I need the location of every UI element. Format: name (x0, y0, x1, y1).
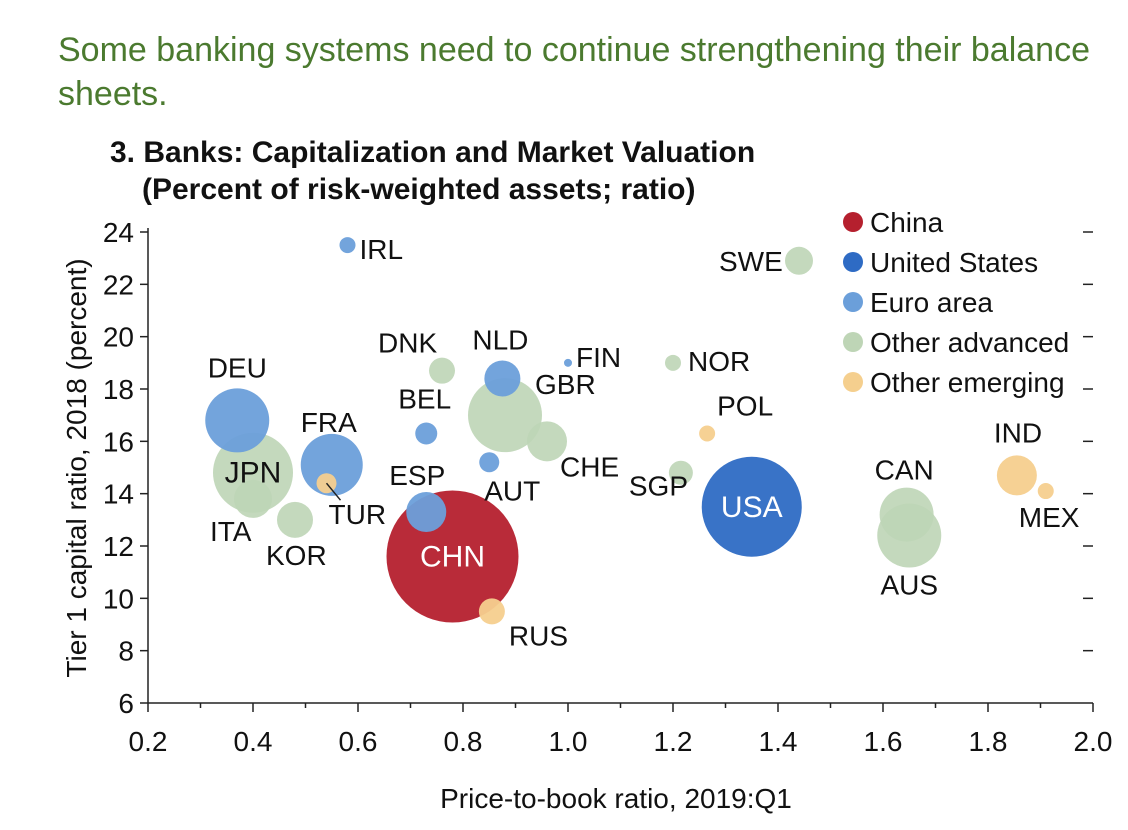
point-label-nor: NOR (688, 346, 750, 377)
point-label-chn: CHN (420, 540, 485, 573)
point-label-che: CHE (560, 451, 619, 482)
legend-label-em: Other emerging (870, 367, 1065, 398)
point-label-pol: POL (717, 390, 773, 421)
y-tick-label: 10 (103, 583, 134, 614)
bubble-deu (205, 388, 270, 453)
point-label-can: CAN (875, 455, 934, 486)
legend-label-china: China (870, 207, 944, 238)
point-labels: CHN USA JPN GBR AUS DEU FRA CAN CHE ESP IND ITA KOR N… (208, 234, 1080, 651)
x-tick-label: 1.6 (864, 726, 903, 757)
point-label-swe: SWE (719, 246, 783, 277)
legend-label-adv: Other advanced (870, 327, 1069, 358)
tur-leader-line (325, 482, 342, 501)
bubble-jpn (213, 432, 293, 513)
y-tick-label: 12 (103, 531, 134, 562)
bubble-sgp (668, 460, 693, 485)
chart-subtitle: (Percent of risk-weighted assets; ratio) (142, 173, 696, 206)
point-label-ita: ITA (210, 516, 252, 547)
x-tick-label: 0.4 (234, 726, 273, 757)
bubble-mex (1037, 483, 1054, 500)
point-label-fra: FRA (301, 407, 357, 438)
point-label-aut: AUT (484, 475, 540, 506)
axes: 6 8 10 12 14 16 18 20 22 24 0.2 0.4 0.6 0.8 1.0 1.2 1.4 1… (103, 217, 1113, 757)
x-tick-label: 1.0 (549, 726, 588, 757)
legend-swatch-adv (843, 332, 863, 352)
point-label-fin: FIN (576, 342, 621, 373)
point-label-dnk: DNK (378, 328, 437, 359)
y-tick-label: 6 (118, 688, 134, 719)
bubble-ita (234, 479, 272, 518)
bubble-nld (484, 360, 521, 397)
legend-swatch-euro (843, 292, 863, 312)
bubble-dnk (429, 357, 455, 384)
bubble-rus (478, 598, 505, 625)
point-label-jpn: JPN (225, 457, 282, 490)
bubble-kor (277, 501, 313, 538)
point-label-bel: BEL (398, 383, 451, 414)
bubble-bel (415, 422, 438, 445)
bubble-che (527, 421, 567, 462)
x-tick-label: 2.0 (1074, 726, 1113, 757)
y-tick-label: 20 (103, 322, 134, 353)
y-tick-label: 24 (103, 217, 134, 248)
point-label-kor: KOR (266, 540, 327, 571)
x-tick-label: 0.8 (444, 726, 483, 757)
x-tick-label: 1.4 (759, 726, 798, 757)
bubble-aut (479, 452, 500, 473)
point-label-mex: MEX (1019, 502, 1080, 533)
x-axis-label: Price-to-book ratio, 2019:Q1 (440, 783, 792, 814)
bubble-fin (564, 358, 572, 367)
x-tick-label: 0.2 (129, 726, 168, 757)
bubble-pol (699, 425, 716, 442)
bubble-ind (996, 455, 1037, 496)
bubbles (205, 237, 1054, 625)
point-label-irl: IRL (360, 234, 404, 265)
bubble-swe (785, 246, 813, 275)
legend-label-us: United States (870, 247, 1038, 278)
bubble-esp (406, 491, 447, 532)
bubble-nor (665, 354, 681, 371)
point-label-gbr: GBR (535, 369, 596, 400)
point-label-esp: ESP (389, 460, 445, 491)
point-label-ind: IND (994, 417, 1042, 448)
legend-label-euro: Euro area (870, 287, 993, 318)
point-label-sgp: SGP (629, 471, 688, 502)
point-label-tur: TUR (329, 499, 387, 530)
y-tick-label: 14 (103, 479, 134, 510)
bubble-can (879, 487, 934, 542)
headline: Some banking systems need to continue st… (58, 31, 1090, 113)
legend: China United States Euro area Other advance… (843, 207, 1069, 398)
point-label-usa: USA (721, 491, 783, 524)
legend-swatch-us (843, 252, 863, 272)
point-label-deu: DEU (208, 352, 267, 383)
legend-swatch-em (843, 372, 863, 392)
x-tick-label: 1.8 (969, 726, 1008, 757)
chart-title: 3. Banks: Capitalization and Market Valu… (110, 136, 756, 169)
point-label-rus: RUS (509, 620, 568, 651)
y-axis-label: Tier 1 capital ratio, 2018 (percent) (61, 258, 92, 677)
bubble-irl (339, 237, 356, 254)
y-tick-label: 16 (103, 426, 134, 457)
bubble-gbr (468, 378, 542, 453)
point-label-aus: AUS (880, 570, 938, 601)
x-tick-label: 1.2 (654, 726, 693, 757)
legend-swatch-china (843, 212, 863, 232)
point-label-nld: NLD (472, 325, 528, 356)
y-tick-label: 22 (103, 269, 134, 300)
bubble-usa (701, 456, 802, 557)
bubble-fra (300, 433, 363, 496)
y-tick-label: 8 (118, 636, 134, 667)
y-tick-label: 18 (103, 374, 134, 405)
x-tick-label: 0.6 (339, 726, 378, 757)
